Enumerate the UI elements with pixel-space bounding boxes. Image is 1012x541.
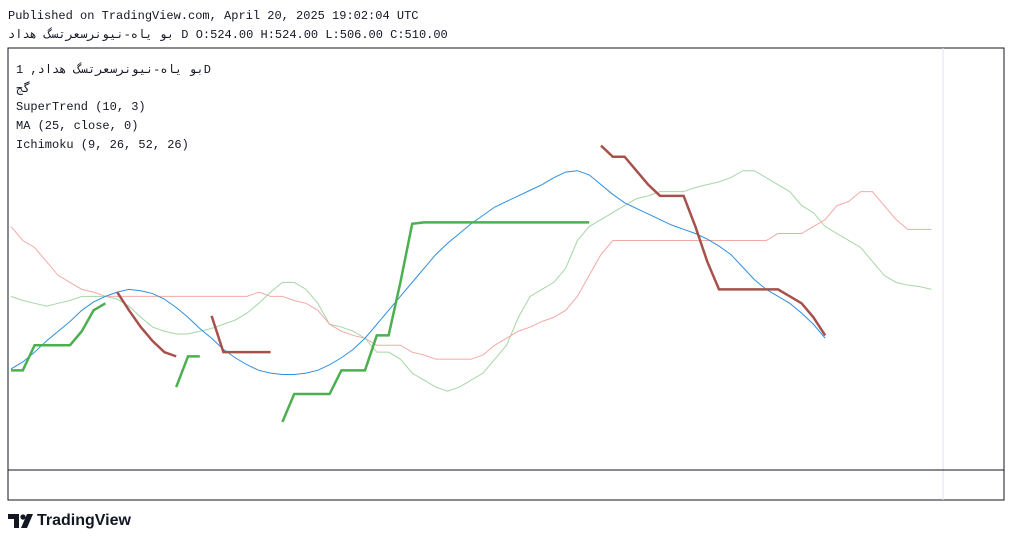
supertrend-up-line xyxy=(11,302,107,372)
supertrend-down-line xyxy=(116,291,177,358)
supertrend-up-line xyxy=(175,355,200,388)
legend-indicator: Ichimoku (9, 26, 52, 26) xyxy=(16,138,189,152)
brand-name: TradingView xyxy=(37,512,132,529)
supertrend-up-line xyxy=(281,221,590,423)
legend-indicator: MA (25, close, 0) xyxy=(16,119,138,133)
brand-logo xyxy=(8,514,33,528)
ma-line xyxy=(10,170,826,376)
legend-symbol: بو یاه-نیونرسعرتسگ هداد, 1D xyxy=(16,62,211,77)
symbol-ohlc: بو یاه-نیونرسعرتسگ هداد D O:524.00 H:524… xyxy=(8,27,448,42)
legend-indicator: SuperTrend (10, 3) xyxy=(16,100,146,114)
supertrend-down-line xyxy=(210,315,271,354)
supertrend-down-line xyxy=(600,144,827,337)
span-b-line xyxy=(10,191,932,360)
span-a-line xyxy=(10,170,932,392)
frame xyxy=(7,47,1005,501)
published-note: Published on TradingView.com, April 20, … xyxy=(8,9,418,23)
legend-exchange: گج xyxy=(16,81,30,96)
